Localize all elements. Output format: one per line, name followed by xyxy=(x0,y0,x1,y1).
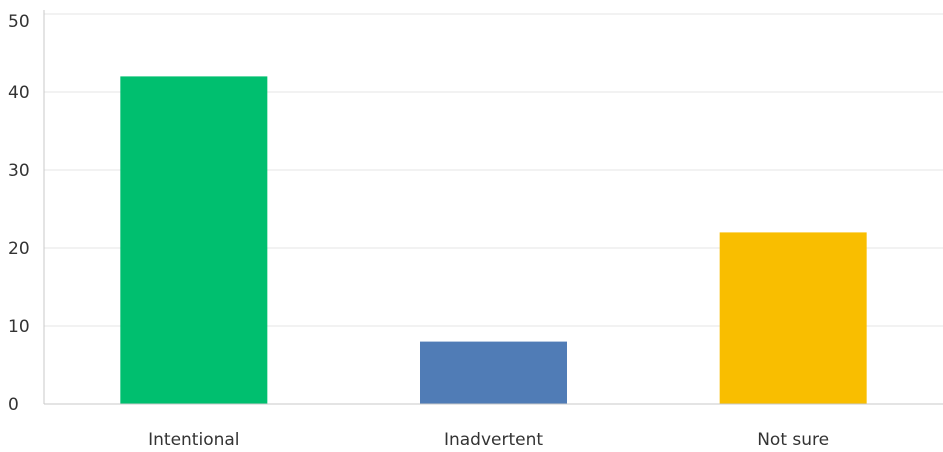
bar-inadvertent[interactable] xyxy=(420,341,567,404)
y-tick-label: 50 xyxy=(8,12,30,32)
y-axis: 0 10 20 30 40 50 xyxy=(8,10,45,415)
x-tick-label: Not sure xyxy=(757,430,829,450)
y-tick-label: 10 xyxy=(8,317,30,337)
x-axis: Intentional Inadvertent Not sure xyxy=(44,403,943,450)
y-tick-label: 20 xyxy=(8,239,30,259)
bar-intentional[interactable] xyxy=(120,76,268,405)
y-tick-label: 0 xyxy=(8,395,19,415)
bar-not-sure[interactable] xyxy=(719,232,867,404)
bars xyxy=(120,76,867,405)
x-tick-label: Inadvertent xyxy=(444,430,543,450)
y-tick-label: 30 xyxy=(8,161,30,181)
x-tick-label: Intentional xyxy=(148,430,239,450)
y-tick-label: 40 xyxy=(8,83,30,103)
